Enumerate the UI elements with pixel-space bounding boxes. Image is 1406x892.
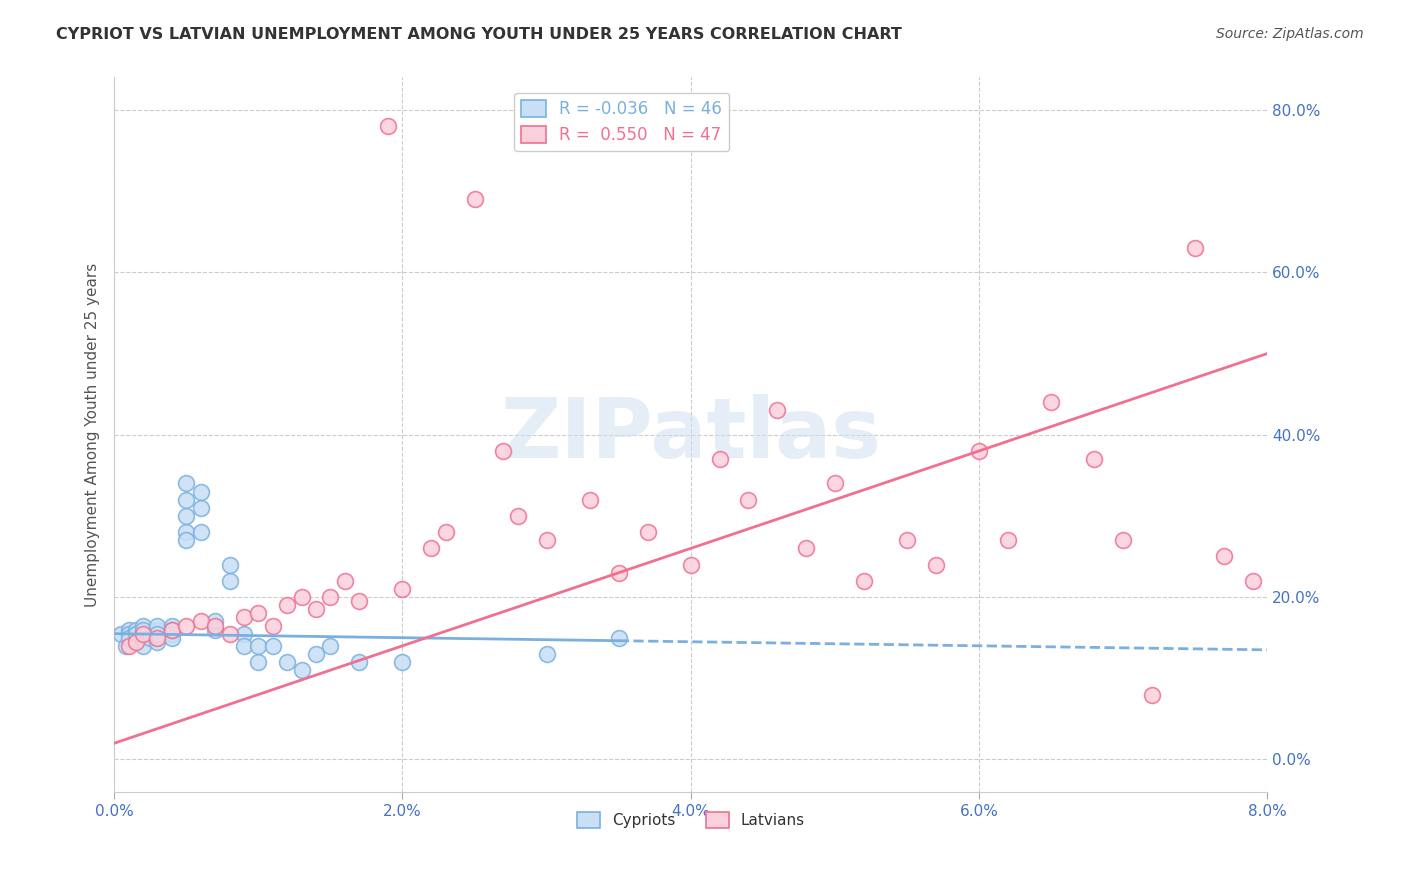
Point [174,492,197,507]
Point [110,626,132,640]
Point [967,444,990,458]
Point [117,639,139,653]
Point [146,626,169,640]
Point [709,452,731,467]
Point [997,533,1019,548]
Point [139,631,162,645]
Point [1241,574,1264,588]
Point [125,623,148,637]
Point [1040,395,1063,409]
Point [114,639,136,653]
Point [232,626,254,640]
Point [276,598,298,612]
Point [247,639,270,653]
Point [160,623,183,637]
Point [579,492,602,507]
Point [125,634,148,648]
Point [737,492,759,507]
Point [174,476,197,491]
Point [377,119,399,133]
Point [190,615,212,629]
Point [824,476,846,491]
Point [290,663,312,677]
Point [190,484,212,499]
Point [218,626,240,640]
Point [262,618,284,632]
Text: CYPRIOT VS LATVIAN UNEMPLOYMENT AMONG YOUTH UNDER 25 YEARS CORRELATION CHART: CYPRIOT VS LATVIAN UNEMPLOYMENT AMONG YO… [56,27,903,42]
Point [247,655,270,669]
Point [349,594,371,608]
Point [204,623,226,637]
Point [262,639,284,653]
Point [117,626,139,640]
Point [349,655,371,669]
Point [637,525,659,540]
Point [174,525,197,540]
Point [174,508,197,523]
Point [536,533,558,548]
Point [174,618,197,632]
Text: Source: ZipAtlas.com: Source: ZipAtlas.com [1216,27,1364,41]
Point [1213,549,1236,564]
Point [132,626,155,640]
Point [190,500,212,515]
Point [146,631,169,645]
Point [125,626,148,640]
Point [492,444,515,458]
Point [290,590,312,604]
Point [276,655,298,669]
Text: ZIPatlas: ZIPatlas [501,394,882,475]
Point [132,639,155,653]
Point [333,574,356,588]
Point [218,558,240,572]
Point [218,574,240,588]
Point [160,618,183,632]
Point [506,508,529,523]
Point [146,634,169,648]
Point [160,631,183,645]
Point [204,618,226,632]
Point [117,631,139,645]
Point [247,607,270,621]
Point [160,626,183,640]
Point [146,626,169,640]
Point [132,618,155,632]
Point [464,192,486,206]
Point [232,639,254,653]
Point [536,647,558,661]
Point [925,558,948,572]
Point [190,525,212,540]
Point [132,626,155,640]
Point [852,574,875,588]
Point [391,655,413,669]
Point [174,533,197,548]
Point [1140,688,1163,702]
Point [305,647,328,661]
Point [420,541,443,556]
Legend: Cypriots, Latvians: Cypriots, Latvians [571,806,811,834]
Point [319,639,342,653]
Point [132,623,155,637]
Y-axis label: Unemployment Among Youth under 25 years: Unemployment Among Youth under 25 years [86,262,100,607]
Point [117,623,139,637]
Point [319,590,342,604]
Point [1112,533,1135,548]
Point [204,615,226,629]
Point [391,582,413,596]
Point [607,566,630,580]
Point [679,558,702,572]
Point [146,623,169,637]
Point [434,525,457,540]
Point [896,533,918,548]
Point [160,623,183,637]
Point [794,541,817,556]
Point [1083,452,1105,467]
Point [1184,241,1206,255]
Point [607,631,630,645]
Point [305,602,328,616]
Point [232,610,254,624]
Point [766,403,789,417]
Point [146,618,169,632]
